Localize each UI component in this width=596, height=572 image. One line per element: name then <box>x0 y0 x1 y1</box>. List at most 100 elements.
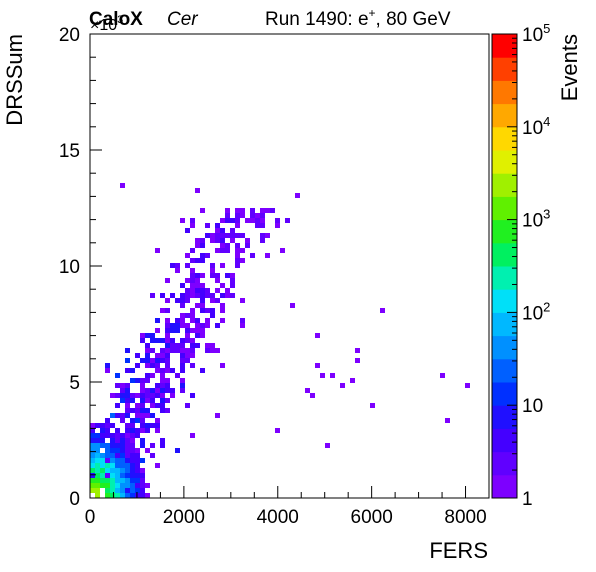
heatmap-cell <box>155 393 160 398</box>
heatmap-cell <box>175 268 180 273</box>
heatmap-cell <box>155 368 160 373</box>
heatmap-cell <box>115 453 120 458</box>
heatmap-cell <box>120 418 125 423</box>
heatmap-cell <box>105 483 110 488</box>
heatmap-cell <box>105 443 110 448</box>
heatmap-cell <box>110 453 115 458</box>
heatmap-cell <box>195 328 200 333</box>
heatmap-cell <box>190 273 195 278</box>
heatmap-cell <box>150 363 155 368</box>
heatmap-cell <box>205 308 210 313</box>
heatmap-cell <box>180 388 185 393</box>
heatmap-cell <box>180 348 185 353</box>
heatmap-cell <box>110 488 115 493</box>
heatmap-cell <box>240 233 245 238</box>
heatmap-cell <box>90 438 95 443</box>
heatmap-cell <box>115 463 120 468</box>
color-scale-step <box>492 289 517 313</box>
heatmap-cell <box>130 368 135 373</box>
heatmap-cell <box>105 478 110 483</box>
heatmap-cell <box>200 283 205 288</box>
heatmap-cell <box>265 233 270 238</box>
heatmap-cell <box>130 393 135 398</box>
heatmap-cell <box>355 348 360 353</box>
heatmap-cell <box>260 238 265 243</box>
heatmap-cell <box>185 328 190 333</box>
heatmap-cell <box>120 448 125 453</box>
heatmap-cell <box>145 378 150 383</box>
heatmap-cell <box>145 448 150 453</box>
heatmap-cell <box>230 293 235 298</box>
heatmap-cell <box>100 438 105 443</box>
heatmap-cell <box>210 348 215 353</box>
heatmap-cell <box>130 488 135 493</box>
heatmap-cell <box>230 278 235 283</box>
heatmap-cell <box>215 348 220 353</box>
heatmap-cell <box>125 468 130 473</box>
heatmap-cell <box>305 388 310 393</box>
color-scale-step <box>492 196 517 220</box>
heatmap-cell <box>150 293 155 298</box>
heatmap-cell <box>185 338 190 343</box>
heatmap-cell <box>185 278 190 283</box>
heatmap-cell <box>135 428 140 433</box>
heatmap-cell <box>95 448 100 453</box>
heatmap-cell <box>145 388 150 393</box>
heatmap-cell <box>255 218 260 223</box>
heatmap-cell <box>315 333 320 338</box>
color-scale-step <box>492 150 517 174</box>
heatmap-cell <box>310 393 315 398</box>
heatmap-cell <box>145 353 150 358</box>
heatmap-cell <box>125 488 130 493</box>
heatmap-cell <box>145 373 150 378</box>
heatmap-cell <box>100 443 105 448</box>
heatmap-cell <box>140 338 145 343</box>
heatmap-cell <box>100 468 105 473</box>
heatmap-cell <box>130 463 135 468</box>
heatmap-cell <box>250 253 255 258</box>
heatmap-cell <box>175 328 180 333</box>
header-energy: , 80 GeV <box>376 9 451 30</box>
heatmap-cell <box>150 443 155 448</box>
heatmap-cell <box>165 353 170 358</box>
heatmap-cell <box>105 418 110 423</box>
heatmap-cell <box>210 293 215 298</box>
heatmap-cell <box>170 293 175 298</box>
heatmap-cell <box>200 288 205 293</box>
heatmap-cell <box>130 473 135 478</box>
z-tick-label: 10 <box>522 396 543 417</box>
heatmap-cell <box>125 483 130 488</box>
heatmap-cell <box>175 343 180 348</box>
heatmap-cell <box>110 493 115 498</box>
heatmap-cell <box>110 448 115 453</box>
heatmap-cell <box>185 323 190 328</box>
z-tick-label: 103 <box>522 207 550 232</box>
heatmap-cell <box>120 413 125 418</box>
heatmap-cell <box>190 278 195 283</box>
heatmap-cell <box>140 413 145 418</box>
heatmap-cell <box>165 348 170 353</box>
heatmap-cell <box>160 398 165 403</box>
heatmap-cell <box>265 253 270 258</box>
heatmap-cell <box>110 483 115 488</box>
heatmap-cell <box>240 258 245 263</box>
heatmap-cell <box>355 358 360 363</box>
heatmap-cell <box>225 218 230 223</box>
heatmap-cell <box>120 478 125 483</box>
heatmap-cell <box>130 468 135 473</box>
heatmap-cell <box>240 213 245 218</box>
heatmap-cell <box>175 448 180 453</box>
heatmap-cell <box>125 458 130 463</box>
heatmap-cell <box>135 493 140 498</box>
heatmap-cell <box>100 463 105 468</box>
heatmap-cell <box>270 208 275 213</box>
heatmap-cell <box>315 363 320 368</box>
heatmap-cell <box>125 393 130 398</box>
heatmap-cell <box>150 453 155 458</box>
x-tick-label: 4000 <box>257 507 299 528</box>
heatmap-cell <box>320 373 325 378</box>
heatmap-cell <box>195 238 200 243</box>
heatmap-cell <box>210 313 215 318</box>
heatmap-cell <box>220 218 225 223</box>
heatmap-cell <box>175 318 180 323</box>
